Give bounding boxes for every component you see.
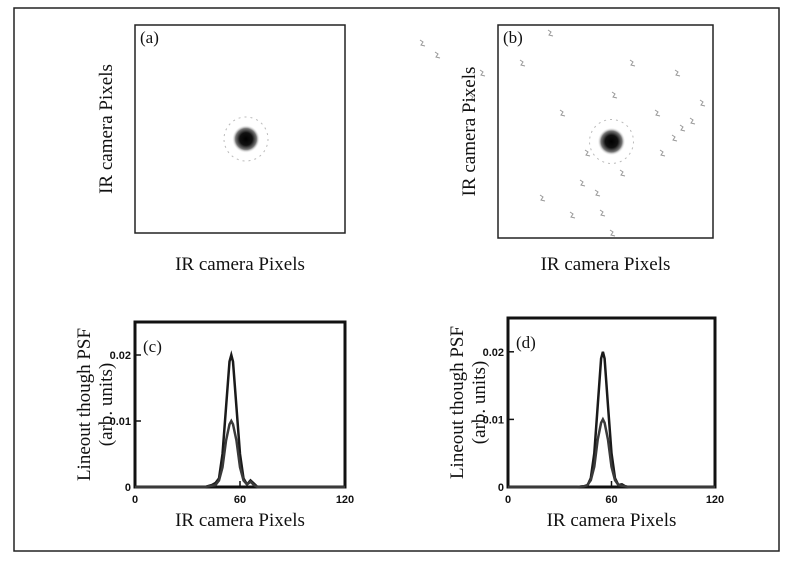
y-axis-label: (arb. units) [469, 361, 490, 444]
speckle [559, 109, 566, 117]
y-axis-label: IR camera Pixels [96, 64, 117, 194]
psf-halo [223, 116, 269, 162]
speckle [569, 211, 576, 219]
x-axis-label: IR camera Pixels [175, 510, 305, 531]
y-tick-label: 0.02 [110, 350, 131, 362]
psf-halo [589, 119, 634, 164]
x-tick-label: 60 [605, 494, 617, 506]
speckle [469, 94, 476, 102]
speckle [479, 69, 486, 77]
psf-spot [597, 127, 626, 156]
panel-label: (c) [143, 337, 162, 356]
speckle [419, 39, 426, 47]
speckle [699, 99, 706, 107]
speckle [619, 169, 626, 177]
line-series [135, 418, 345, 489]
x-tick-label: 0 [505, 494, 511, 506]
panel-label: (d) [516, 333, 536, 352]
speckle [539, 194, 546, 202]
speckle [671, 134, 678, 142]
y-tick-label: 0 [498, 482, 504, 494]
y-tick-label: 0.01 [110, 416, 131, 428]
y-tick-label: 0.01 [483, 414, 504, 426]
speckle [434, 51, 441, 59]
image-frame [134, 24, 346, 234]
x-tick-label: 60 [234, 494, 246, 506]
x-tick-label: 120 [706, 494, 724, 506]
y-tick-label: 0.02 [483, 347, 504, 359]
speckle [594, 189, 601, 197]
speckle [547, 29, 554, 37]
y-axis-label: Lineout though PSF [447, 326, 468, 479]
y-axis-label: (arb. units) [96, 363, 117, 446]
speckle [689, 117, 696, 125]
x-axis-label: IR camera Pixels [541, 254, 671, 275]
x-axis-label: IR camera Pixels [547, 510, 677, 531]
x-axis-label: IR camera Pixels [175, 254, 305, 275]
x-tick-label: 120 [336, 494, 354, 506]
speckle [579, 179, 586, 187]
figure-border [13, 7, 780, 552]
speckle [679, 124, 686, 132]
speckle [629, 59, 636, 67]
x-tick-label: 0 [132, 494, 138, 506]
y-axis-label: Lineout though PSF [74, 328, 95, 481]
speckle [584, 149, 591, 157]
speckle [611, 91, 618, 99]
speckle [519, 59, 526, 67]
y-axis-label: IR camera Pixels [459, 67, 480, 197]
panel-label: (b) [503, 28, 523, 47]
speckle [654, 109, 661, 117]
psf-spot [232, 125, 260, 153]
speckle [599, 209, 606, 217]
line-series [508, 416, 715, 489]
speckle [674, 69, 681, 77]
y-tick-label: 0 [125, 482, 131, 494]
panel-label: (a) [140, 28, 159, 47]
speckle [609, 229, 616, 237]
speckle [659, 149, 666, 157]
